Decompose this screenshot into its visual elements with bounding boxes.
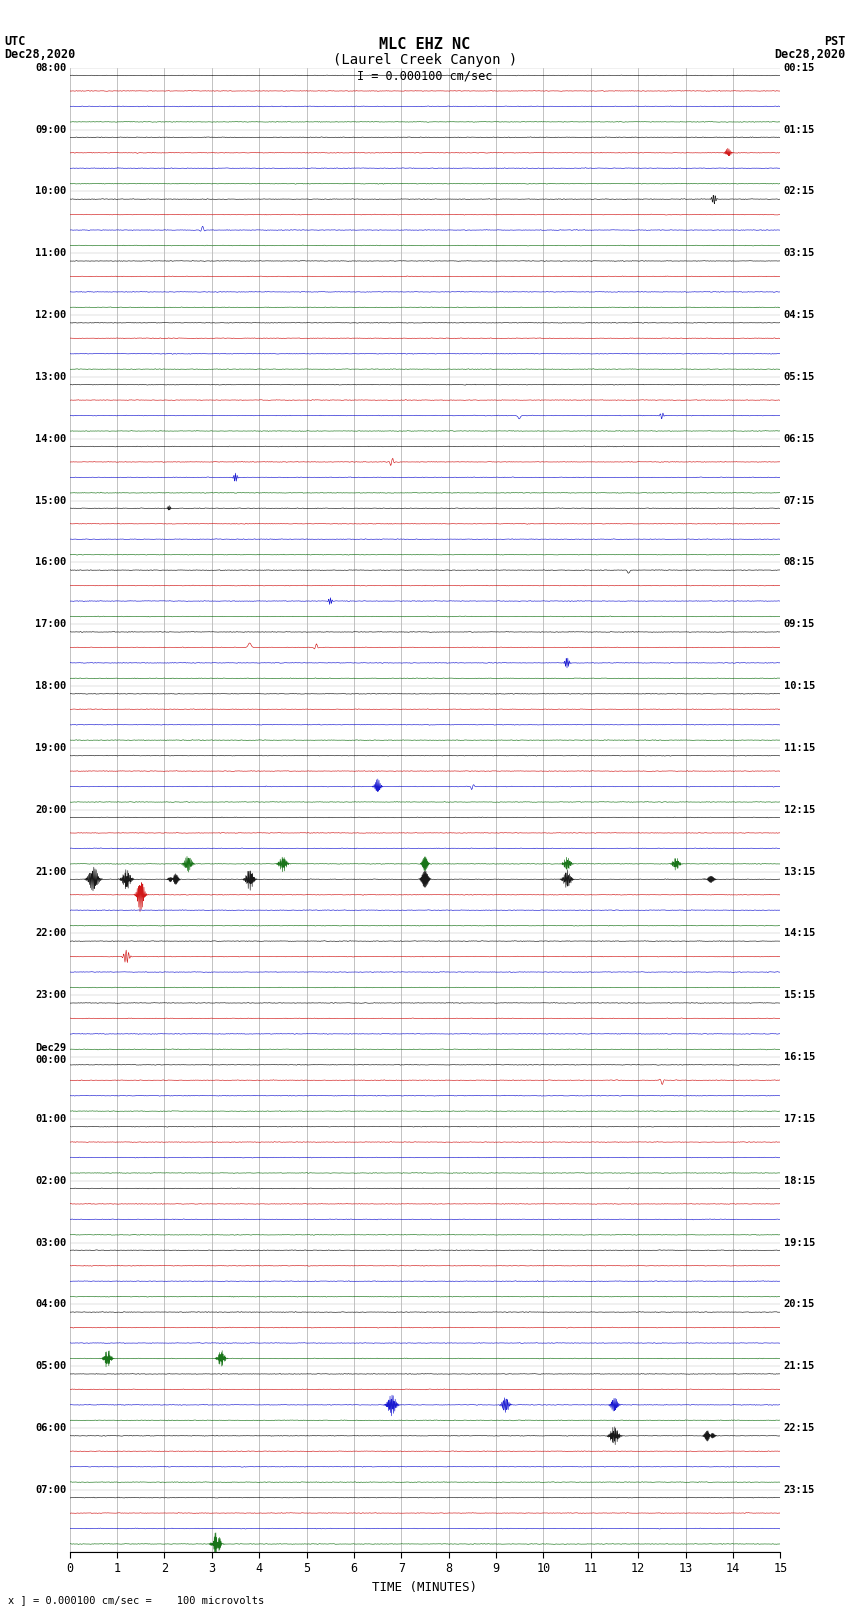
Text: 06:15: 06:15 — [784, 434, 815, 444]
Text: 07:15: 07:15 — [784, 495, 815, 505]
Text: 03:15: 03:15 — [784, 248, 815, 258]
Text: 11:15: 11:15 — [784, 744, 815, 753]
Text: 07:00: 07:00 — [35, 1486, 66, 1495]
Text: 10:15: 10:15 — [784, 681, 815, 690]
Text: 01:00: 01:00 — [35, 1115, 66, 1124]
Text: 09:15: 09:15 — [784, 619, 815, 629]
Text: 23:00: 23:00 — [35, 990, 66, 1000]
Text: 19:00: 19:00 — [35, 744, 66, 753]
Text: 21:15: 21:15 — [784, 1361, 815, 1371]
Text: 23:15: 23:15 — [784, 1486, 815, 1495]
Text: (Laurel Creek Canyon ): (Laurel Creek Canyon ) — [333, 53, 517, 68]
Text: 17:15: 17:15 — [784, 1115, 815, 1124]
Text: 04:00: 04:00 — [35, 1300, 66, 1310]
Text: 11:00: 11:00 — [35, 248, 66, 258]
Text: 22:00: 22:00 — [35, 929, 66, 939]
Text: 05:15: 05:15 — [784, 373, 815, 382]
Text: 02:15: 02:15 — [784, 187, 815, 197]
Text: 05:00: 05:00 — [35, 1361, 66, 1371]
Text: MLC EHZ NC: MLC EHZ NC — [379, 37, 471, 52]
Text: 03:00: 03:00 — [35, 1237, 66, 1247]
Text: UTC: UTC — [4, 35, 26, 48]
Text: 00:00: 00:00 — [35, 1055, 66, 1065]
Text: 18:15: 18:15 — [784, 1176, 815, 1186]
Text: 09:00: 09:00 — [35, 124, 66, 134]
Text: I = 0.000100 cm/sec: I = 0.000100 cm/sec — [357, 69, 493, 82]
Text: 12:00: 12:00 — [35, 310, 66, 319]
Text: Dec29: Dec29 — [35, 1044, 66, 1053]
Text: 08:00: 08:00 — [35, 63, 66, 73]
Text: 00:15: 00:15 — [784, 63, 815, 73]
Text: x ] = 0.000100 cm/sec =    100 microvolts: x ] = 0.000100 cm/sec = 100 microvolts — [8, 1595, 264, 1605]
Text: 13:15: 13:15 — [784, 866, 815, 876]
Text: 20:15: 20:15 — [784, 1300, 815, 1310]
Text: 01:15: 01:15 — [784, 124, 815, 134]
Text: 14:15: 14:15 — [784, 929, 815, 939]
Text: 17:00: 17:00 — [35, 619, 66, 629]
Text: 15:00: 15:00 — [35, 495, 66, 505]
Text: 10:00: 10:00 — [35, 187, 66, 197]
Text: 22:15: 22:15 — [784, 1423, 815, 1432]
Text: PST: PST — [824, 35, 846, 48]
Text: 16:00: 16:00 — [35, 558, 66, 568]
Text: 18:00: 18:00 — [35, 681, 66, 690]
Text: 15:15: 15:15 — [784, 990, 815, 1000]
Text: 19:15: 19:15 — [784, 1237, 815, 1247]
X-axis label: TIME (MINUTES): TIME (MINUTES) — [372, 1581, 478, 1594]
Text: Dec28,2020: Dec28,2020 — [774, 48, 846, 61]
Text: 14:00: 14:00 — [35, 434, 66, 444]
Text: 13:00: 13:00 — [35, 373, 66, 382]
Text: Dec28,2020: Dec28,2020 — [4, 48, 76, 61]
Text: 08:15: 08:15 — [784, 558, 815, 568]
Text: 06:00: 06:00 — [35, 1423, 66, 1432]
Text: 04:15: 04:15 — [784, 310, 815, 319]
Text: 12:15: 12:15 — [784, 805, 815, 815]
Text: 16:15: 16:15 — [784, 1052, 815, 1061]
Text: 02:00: 02:00 — [35, 1176, 66, 1186]
Text: 21:00: 21:00 — [35, 866, 66, 876]
Text: 20:00: 20:00 — [35, 805, 66, 815]
